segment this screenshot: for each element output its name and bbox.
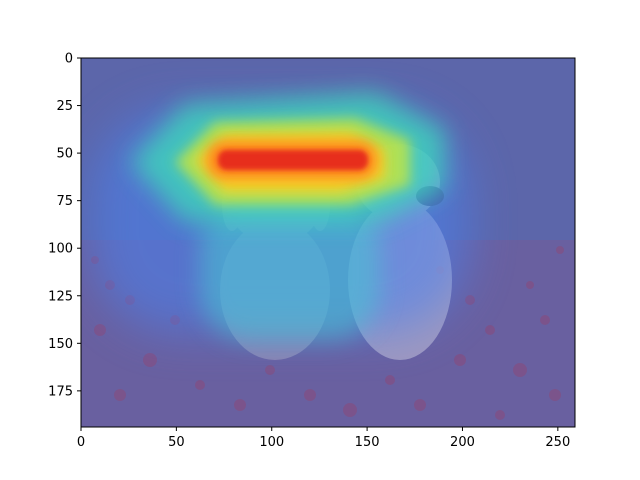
y-tick-label: 125 <box>48 289 73 304</box>
x-tick-label: 0 <box>77 435 85 450</box>
y-tick-label: 75 <box>56 194 73 209</box>
x-axis: 0 50 100 150 200 250 <box>77 427 570 450</box>
x-tick-label: 150 <box>355 435 380 450</box>
x-tick-label: 100 <box>259 435 284 450</box>
activation-heat <box>90 92 470 340</box>
y-tick-label: 50 <box>56 147 73 162</box>
x-tick-label: 200 <box>450 435 475 450</box>
y-tick-label: 0 <box>65 52 73 67</box>
y-tick-label: 100 <box>48 242 73 257</box>
y-tick-label: 150 <box>48 337 73 352</box>
y-tick-label: 175 <box>48 384 73 399</box>
x-tick-label: 250 <box>545 435 570 450</box>
heatmap-overlay-image <box>81 58 575 427</box>
y-axis: 0 25 50 75 100 125 150 175 <box>48 52 81 399</box>
y-tick-label: 25 <box>56 99 73 114</box>
axes-frame <box>80 57 576 428</box>
x-tick-label: 50 <box>168 435 185 450</box>
